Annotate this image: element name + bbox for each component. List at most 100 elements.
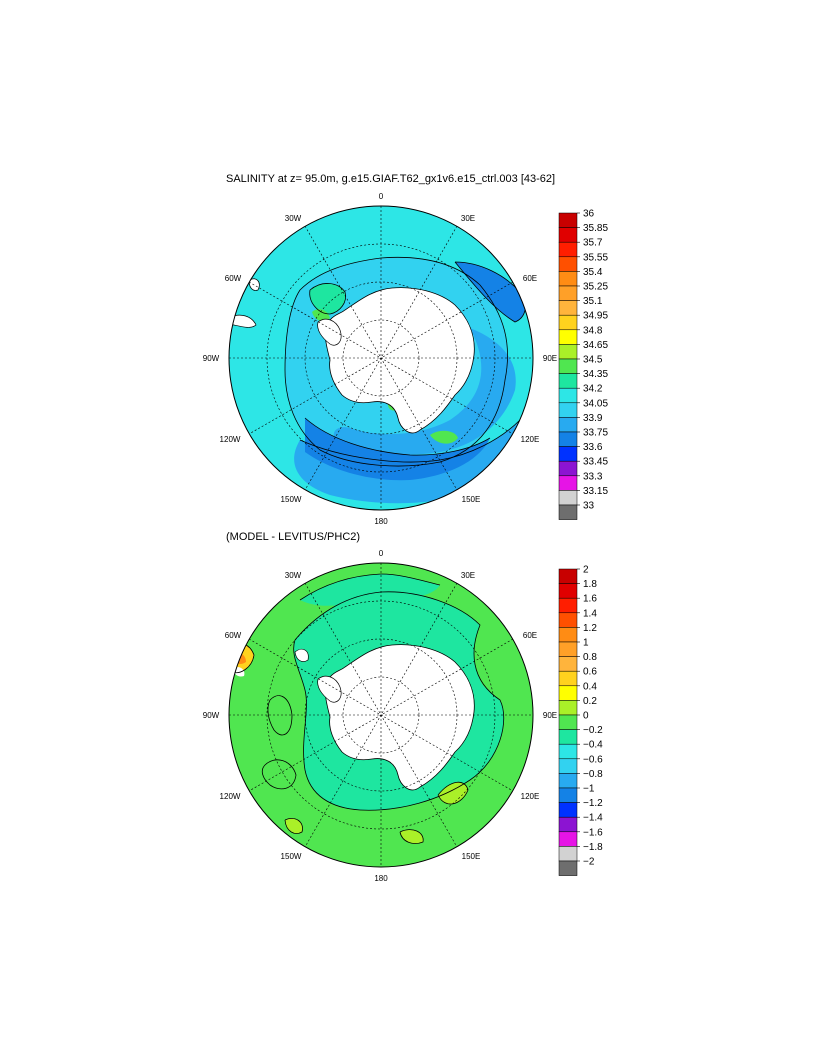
salinity-colorbar-label: 34.05 [583,398,608,409]
difference-colorbar-label: −1.4 [583,813,603,824]
difference-colorbar-swatch [558,758,578,774]
lon-label-60w: 60W [225,631,242,640]
lon-label-90w: 90W [203,711,220,720]
salinity-colorbar-swatch [558,431,578,447]
difference-colorbar-label: 0.6 [583,667,597,678]
difference-colorbar-label: 1.2 [583,623,597,634]
lon-label-30e: 30E [461,571,475,580]
difference-colorbar-swatch [558,656,578,672]
salinity-colorbar-swatch [558,212,578,228]
salinity-colorbar-label: 34.2 [583,384,603,395]
difference-map-title: (MODEL - LEVITUS/PHC2) [226,531,360,543]
difference-colorbar-swatch [558,831,578,847]
lon-label-90e: 90E [543,354,557,363]
difference-colorbar-swatch [558,583,578,599]
difference-map-panel: (MODEL - LEVITUS/PHC2) [203,531,603,883]
salinity-colorbar-label: 35.55 [583,252,608,263]
difference-colorbar-swatch [558,714,578,730]
difference-colorbar-label: 1.4 [583,608,597,619]
lon-label-60w: 60W [225,274,242,283]
salinity-colorbar-swatch [558,358,578,374]
salinity-colorbar-label: 34.65 [583,340,608,351]
salinity-map-panel: SALINITY at z= 95.0m, g.e15.GIAF.T62_gx1… [203,173,609,526]
salinity-colorbar-swatch [558,460,578,477]
difference-map-outline [228,562,534,868]
salinity-colorbar-label: 33.45 [583,457,608,468]
lon-label-120e: 120E [521,435,540,444]
lon-label-0: 0 [379,549,384,558]
lon-label-150e: 150E [462,852,481,861]
difference-colorbar-swatch [558,743,578,760]
difference-colorbar-swatch [558,700,578,716]
lon-label-60e: 60E [523,631,537,640]
difference-colorbar-label: −1 [583,784,595,795]
lon-label-30e: 30E [461,214,475,223]
salinity-colorbar-swatch [558,256,578,272]
difference-colorbar-swatch [558,670,578,687]
difference-colorbar-swatch [558,597,578,614]
salinity-colorbar-label: 35.4 [583,267,603,278]
difference-colorbar-swatch [558,846,578,862]
lon-label-150w: 150W [281,852,302,861]
salinity-colorbar-swatch [558,314,578,331]
difference-colorbar-swatch [558,802,578,818]
salinity-colorbar-swatch [558,446,578,462]
salinity-colorbar-label: 34.5 [583,355,603,366]
difference-colorbar-label: 0 [583,711,589,722]
difference-colorbar-swatch [558,860,578,876]
difference-colorbar-label: 2 [583,565,589,576]
salinity-colorbar-label: 34.95 [583,311,608,322]
difference-colorbar-label: −2 [583,857,595,868]
salinity-map-disc [229,206,533,510]
difference-colorbar-label: −0.2 [583,725,603,736]
difference-colorbar-swatch [558,568,578,584]
difference-colorbar-label: −0.4 [583,740,603,751]
difference-colorbar-label: 1.8 [583,579,597,590]
difference-colorbar-swatch [558,641,578,657]
salinity-colorbar-label: 34.35 [583,369,608,380]
lon-label-30w: 30W [285,571,302,580]
difference-colorbar-swatch [558,729,578,745]
salinity-colorbar-label: 35.1 [583,296,603,307]
difference-colorbar-swatch [558,685,578,701]
lon-label-90e: 90E [543,711,557,720]
lon-label-60e: 60E [523,274,537,283]
difference-map-disc [229,563,533,867]
salinity-colorbar-label: 36 [583,209,595,220]
difference-colorbar-swatch [558,787,578,803]
difference-colorbar-label: −1.6 [583,827,603,838]
salinity-colorbar-swatch [558,402,578,418]
difference-colorbar-swatch [558,627,578,643]
salinity-map-outline [228,205,534,511]
salinity-colorbar-swatch [558,329,578,345]
difference-colorbar-swatch [558,612,578,628]
salinity-colorbar-swatch [558,475,578,491]
salinity-colorbar-swatch [558,504,578,520]
lon-label-30w: 30W [285,214,302,223]
lon-label-120w: 120W [220,792,241,801]
lon-label-180: 180 [374,874,388,883]
lon-label-150w: 150W [281,495,302,504]
salinity-colorbar-label: 34.8 [583,325,603,336]
salinity-colorbar-swatch [558,271,578,287]
difference-colorbar-swatch [558,816,578,833]
salinity-colorbar-swatch [558,373,578,389]
salinity-colorbar-swatch [558,285,578,301]
salinity-map-lon-labels: 0 30E 60E 90E 120E 150E 180 150W 120W 90… [203,192,557,526]
difference-colorbar-label: 1.6 [583,594,597,605]
lon-label-0: 0 [379,192,384,201]
difference-colorbar-label: −0.8 [583,769,603,780]
salinity-colorbar-label: 33.9 [583,413,603,424]
difference-colorbar-label: −1.2 [583,798,603,809]
lon-label-90w: 90W [203,354,220,363]
salinity-colorbar-label: 35.85 [583,223,608,234]
salinity-colorbar-swatch [558,417,578,433]
lon-label-180: 180 [374,517,388,526]
salinity-colorbar-label: 35.7 [583,238,603,249]
salinity-colorbar-swatch [558,490,578,506]
salinity-colorbar-label: 33 [583,501,595,512]
salinity-colorbar-label: 33.15 [583,486,608,497]
difference-colorbar-label: 0.8 [583,652,597,663]
lon-label-150e: 150E [462,495,481,504]
